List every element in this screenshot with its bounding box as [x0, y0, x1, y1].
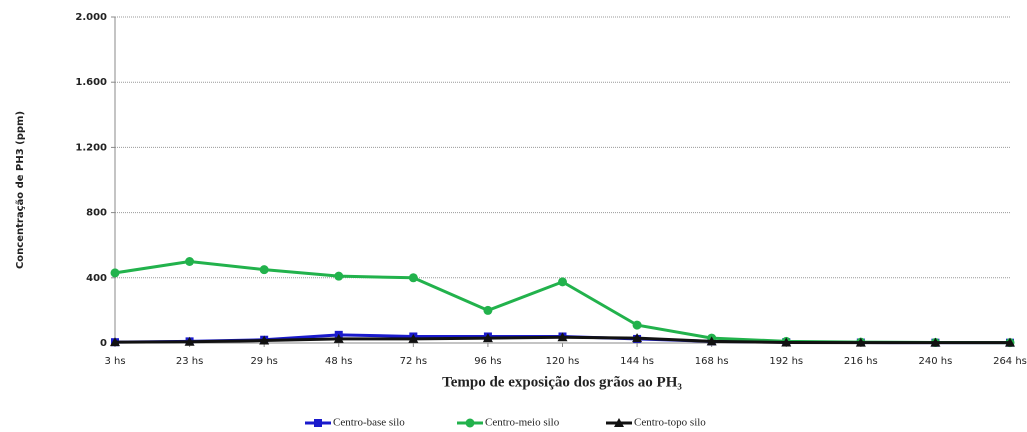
point	[334, 271, 344, 281]
legend-label: Centro-topo silo	[634, 417, 706, 429]
y-tick-label: 400	[86, 273, 107, 284]
point	[110, 337, 120, 347]
legend-marker	[465, 418, 475, 428]
point	[333, 333, 344, 343]
point	[557, 332, 568, 342]
point	[408, 333, 419, 343]
x-tick-label: 29 hs	[250, 356, 277, 367]
x-tick-label: 23 hs	[176, 356, 203, 367]
point	[632, 320, 642, 330]
x-tick-label: 72 hs	[400, 356, 427, 367]
point	[781, 337, 792, 347]
point	[632, 333, 643, 343]
x-tick-label: 168 hs	[695, 356, 729, 367]
x-tick-label: 3 hs	[104, 356, 125, 367]
point	[482, 333, 493, 343]
x-tick-label: 264 hs	[993, 356, 1027, 367]
x-tick-label: 144 hs	[620, 356, 654, 367]
y-tick-label: 800	[86, 208, 107, 219]
point	[184, 336, 195, 346]
point	[1005, 337, 1015, 347]
y-tick-label: 1.600	[75, 77, 107, 88]
point	[185, 257, 195, 266]
y-tick-label: 1.200	[75, 142, 107, 153]
point	[930, 337, 941, 347]
point	[706, 336, 717, 346]
x-tick-label: 240 hs	[919, 356, 953, 367]
point	[558, 277, 567, 287]
x-tick-label: 96 hs	[474, 356, 501, 367]
series-line	[114, 259, 1011, 345]
x-tick-label: 216 hs	[844, 356, 878, 367]
y-axis-label: Concentração de PH3 (ppm)	[15, 111, 26, 269]
x-tick-label: 48 hs	[325, 356, 352, 367]
point	[259, 335, 270, 345]
legend-marker	[614, 418, 624, 427]
legend-marker	[314, 419, 322, 427]
x-axis-label: Tempo de exposição dos grãos ao PH₃	[442, 374, 682, 390]
point	[408, 273, 418, 283]
legend-label: Centro-meio silo	[485, 417, 560, 429]
y-tick-label: 2.000	[75, 12, 107, 23]
x-tick-label: 192 hs	[769, 356, 803, 367]
point	[259, 265, 269, 275]
y-tick-label: 0	[100, 338, 107, 349]
point	[483, 305, 493, 315]
point	[110, 268, 120, 278]
legend-label: Centro-base silo	[333, 417, 405, 429]
point	[855, 337, 866, 347]
x-tick-label: 120 hs	[546, 356, 580, 367]
